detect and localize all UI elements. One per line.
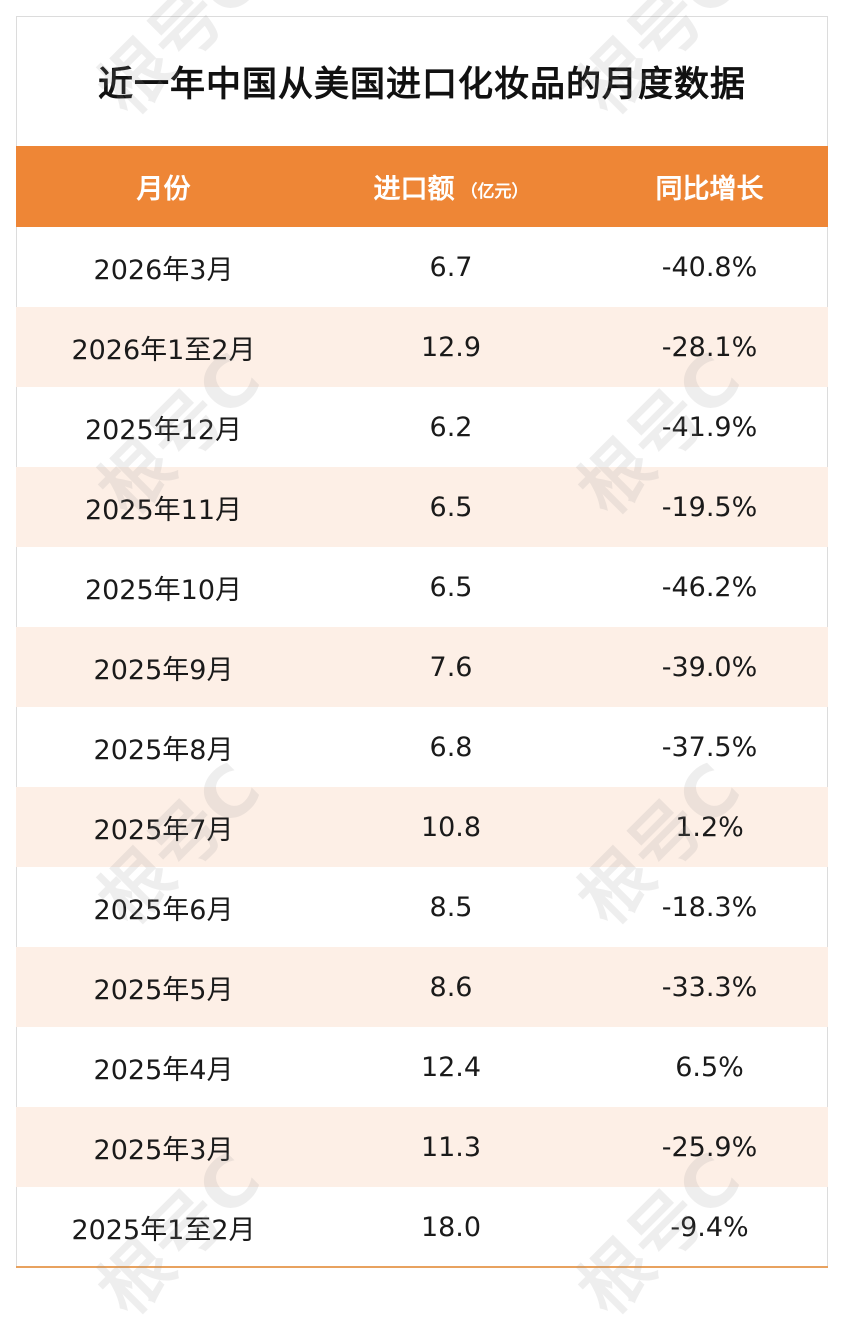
month-cell: 2026年3月 (93, 254, 234, 286)
import-value-cell: 6.7 (429, 251, 473, 283)
yoy-growth-cell: -33.3% (661, 971, 758, 1003)
yoy-growth-cell: 6.5% (675, 1051, 744, 1083)
import-value-cell: 10.8 (420, 811, 482, 843)
table-row: 2025年11月 6.5 -19.5% (16, 467, 828, 547)
table-row: 2025年4月 12.4 6.5% (16, 1027, 828, 1107)
header-month: 月份 (136, 174, 191, 205)
bottom-rule (16, 1266, 828, 1268)
yoy-growth-cell: -18.3% (661, 891, 758, 923)
yoy-growth-cell: -25.9% (661, 1131, 758, 1163)
table-row: 2025年3月 11.3 -25.9% (16, 1107, 828, 1187)
month-cell: 2025年12月 (84, 414, 243, 446)
import-value-cell: 12.4 (420, 1051, 482, 1083)
table-row: 2025年8月 6.8 -37.5% (16, 707, 828, 787)
header-import: 进口额 （亿元） (311, 167, 591, 206)
table-row: 2025年7月 10.8 1.2% (16, 787, 828, 867)
yoy-growth-cell: -9.4% (670, 1211, 749, 1243)
import-value-cell: 18.0 (420, 1211, 482, 1243)
month-cell: 2026年1至2月 (71, 334, 256, 366)
yoy-growth-cell: -41.9% (661, 411, 758, 443)
table-row: 2025年10月 6.5 -46.2% (16, 547, 828, 627)
yoy-growth-cell: -39.0% (661, 651, 758, 683)
month-cell: 2025年6月 (93, 894, 234, 926)
table-row: 2025年9月 7.6 -39.0% (16, 627, 828, 707)
yoy-growth-cell: -19.5% (661, 491, 758, 523)
page-title: 近一年中国从美国进口化妆品的月度数据 (97, 64, 746, 105)
month-cell: 2025年4月 (93, 1054, 234, 1086)
import-value-cell: 8.6 (429, 971, 473, 1003)
yoy-growth-cell: -46.2% (661, 571, 758, 603)
import-value-cell: 6.8 (429, 731, 473, 763)
table-row: 2025年1至2月 18.0 -9.4% (16, 1187, 828, 1267)
month-cell: 2025年1至2月 (71, 1214, 256, 1246)
month-cell: 2025年11月 (84, 494, 243, 526)
import-value-cell: 7.6 (429, 651, 473, 683)
table-row: 2025年5月 8.6 -33.3% (16, 947, 828, 1027)
header-import-unit: （亿元） (460, 182, 529, 202)
import-value-cell: 6.5 (429, 491, 473, 523)
import-value-cell: 11.3 (420, 1131, 482, 1163)
table-row: 2025年6月 8.5 -18.3% (16, 867, 828, 947)
header-import-label: 进口额 (373, 174, 455, 205)
import-value-cell: 6.2 (429, 411, 473, 443)
table-row: 2025年12月 6.2 -41.9% (16, 387, 828, 467)
yoy-growth-cell: -28.1% (661, 331, 758, 363)
yoy-growth-cell: -40.8% (661, 251, 758, 283)
month-cell: 2025年5月 (93, 974, 234, 1006)
import-value-cell: 6.5 (429, 571, 473, 603)
yoy-growth-cell: 1.2% (675, 811, 744, 843)
header-yoy: 同比增长 (655, 174, 764, 205)
month-cell: 2025年9月 (93, 654, 234, 686)
month-cell: 2025年3月 (93, 1134, 234, 1166)
month-cell: 2025年10月 (84, 574, 243, 606)
table-header-row: 月份 进口额 （亿元） 同比增长 (16, 146, 828, 227)
table-body: 2026年3月 6.7 -40.8% 2026年1至2月 12.9 -28.1% 2025年… (16, 227, 828, 1267)
month-cell: 2025年7月 (93, 814, 234, 846)
table-row: 2026年1至2月 12.9 -28.1% (16, 307, 828, 387)
yoy-growth-cell: -37.5% (661, 731, 758, 763)
table-row: 2026年3月 6.7 -40.8% (16, 227, 828, 307)
data-table: 月份 进口额 （亿元） 同比增长 2026年3月 6.7 -40.8% 2026年1至… (16, 146, 828, 1267)
month-cell: 2025年8月 (93, 734, 234, 766)
import-value-cell: 8.5 (429, 891, 473, 923)
import-value-cell: 12.9 (420, 331, 482, 363)
